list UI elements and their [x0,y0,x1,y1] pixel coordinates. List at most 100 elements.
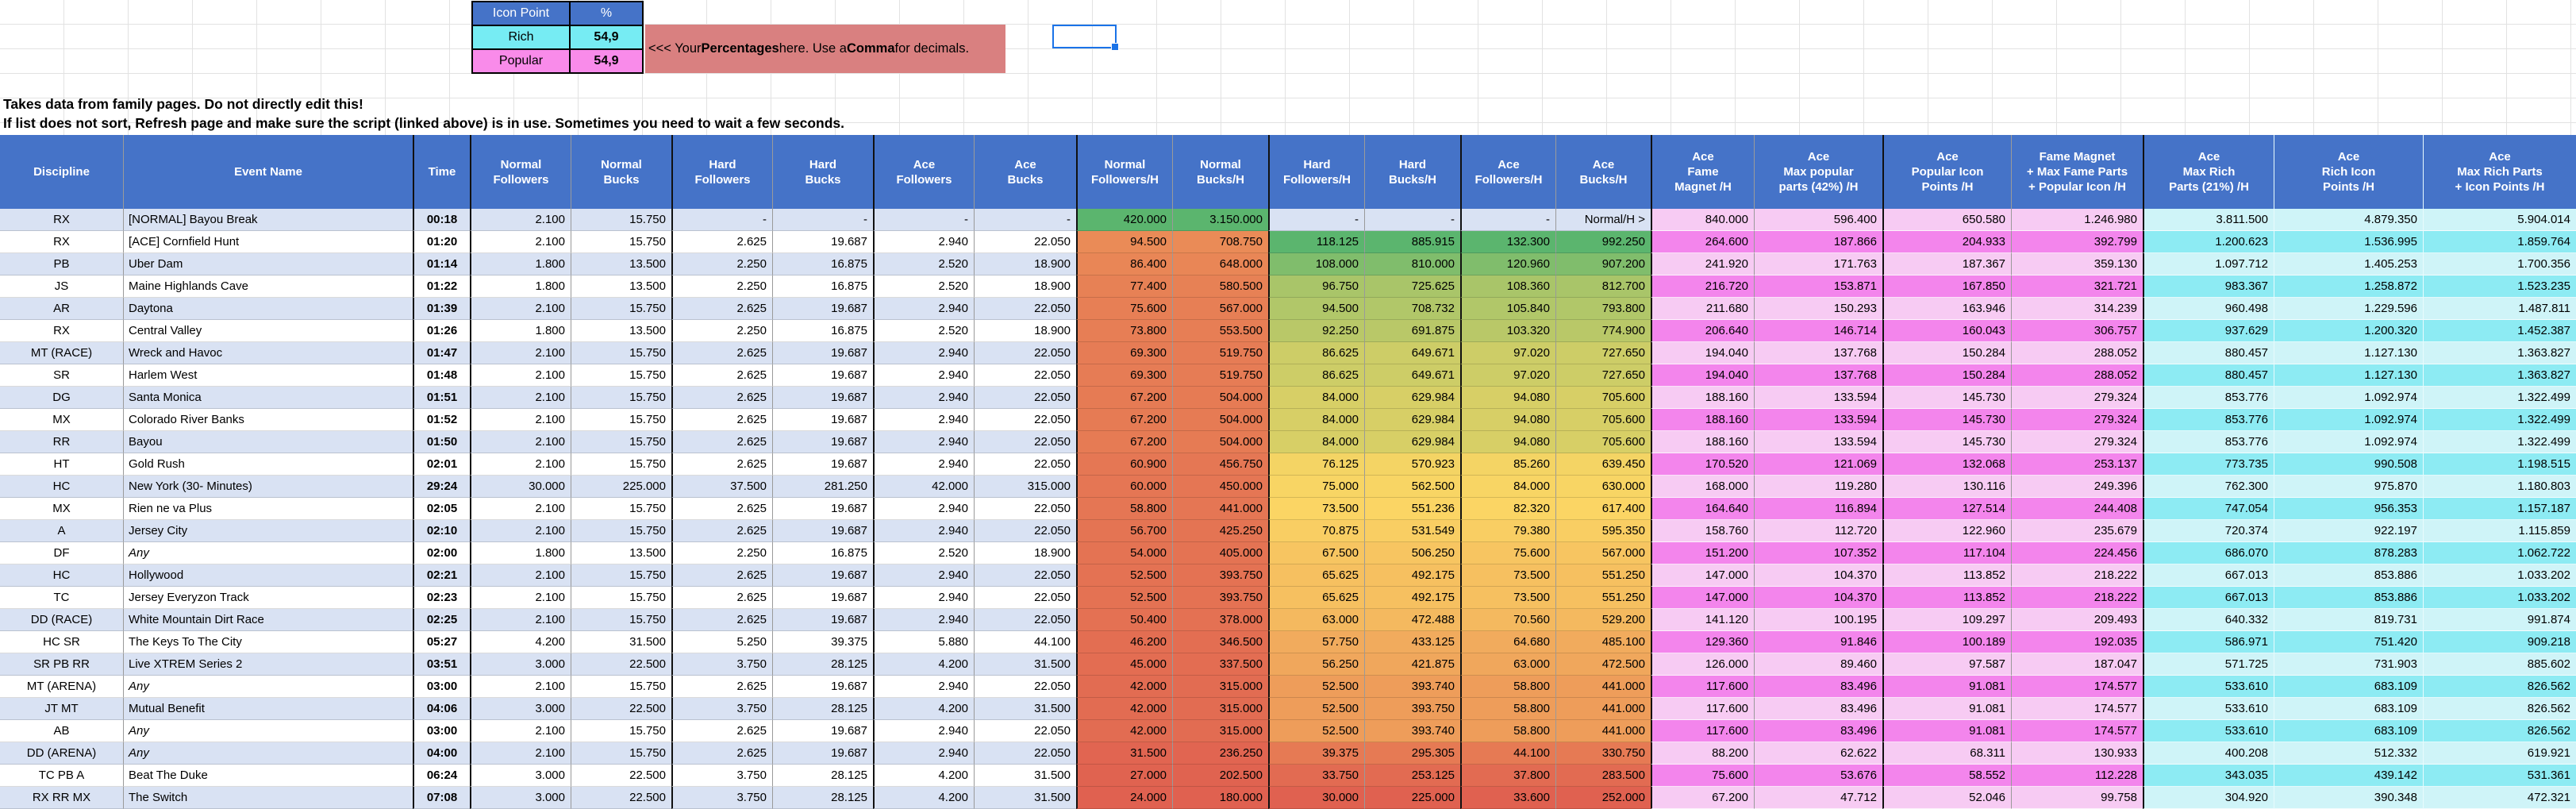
cell-r26-c7[interactable]: 28.125 [772,765,873,787]
cell-r1-c5[interactable]: 15.750 [571,209,671,231]
cell-r22-c6[interactable]: 2.625 [671,676,772,698]
cell-r16-c6[interactable]: 2.250 [671,542,772,564]
cell-r6-c12[interactable]: 92.250 [1268,320,1364,342]
cell-r12-c2[interactable]: Gold Rush [123,453,413,476]
cell-r19-c9[interactable]: 22.050 [974,609,1076,631]
cell-r27-c19[interactable]: 99.758 [2011,787,2143,809]
cell-r16-c1[interactable]: DF [0,542,123,564]
cell-r5-c13[interactable]: 708.732 [1364,298,1460,320]
cell-r20-c4[interactable]: 4.200 [470,631,571,653]
cell-r22-c2[interactable]: Any [123,676,413,698]
cell-r21-c21[interactable]: 731.903 [2274,653,2423,676]
cell-r2-c7[interactable]: 19.687 [772,231,873,253]
icon-point-header-cell[interactable]: Icon Point [471,1,571,26]
cell-r6-c1[interactable]: RX [0,320,123,342]
cell-r4-c22[interactable]: 1.523.235 [2423,275,2576,298]
cell-r11-c7[interactable]: 19.687 [772,431,873,453]
cell-r7-c9[interactable]: 22.050 [974,342,1076,364]
cell-r2-c21[interactable]: 1.536.995 [2274,231,2423,253]
cell-r13-c12[interactable]: 75.000 [1268,476,1364,498]
cell-r18-c6[interactable]: 2.625 [671,587,772,609]
cell-r6-c4[interactable]: 1.800 [470,320,571,342]
cell-r9-c13[interactable]: 629.984 [1364,387,1460,409]
cell-r10-c15[interactable]: 705.600 [1555,409,1651,431]
cell-r5-c16[interactable]: 211.680 [1651,298,1754,320]
cell-r6-c16[interactable]: 206.640 [1651,320,1754,342]
cell-r1-c16[interactable]: 840.000 [1651,209,1754,231]
cell-r23-c22[interactable]: 826.562 [2423,698,2576,720]
cell-r22-c19[interactable]: 174.577 [2011,676,2143,698]
cell-r22-c10[interactable]: 42.000 [1076,676,1172,698]
cell-r17-c16[interactable]: 147.000 [1651,564,1754,587]
cell-r16-c9[interactable]: 18.900 [974,542,1076,564]
cell-r8-c4[interactable]: 2.100 [470,364,571,387]
cell-r17-c2[interactable]: Hollywood [123,564,413,587]
column-header-3[interactable]: Normal Followers [470,135,571,209]
cell-r11-c9[interactable]: 22.050 [974,431,1076,453]
cell-r21-c12[interactable]: 56.250 [1268,653,1364,676]
cell-r15-c7[interactable]: 19.687 [772,520,873,542]
cell-r9-c8[interactable]: 2.940 [873,387,974,409]
cell-r12-c1[interactable]: HT [0,453,123,476]
cell-r26-c17[interactable]: 53.676 [1754,765,1882,787]
column-header-17[interactable]: Ace Popular Icon Points /H [1882,135,2011,209]
cell-r27-c17[interactable]: 47.712 [1754,787,1882,809]
cell-r12-c5[interactable]: 15.750 [571,453,671,476]
cell-r27-c1[interactable]: RX RR MX [0,787,123,809]
cell-r5-c10[interactable]: 75.600 [1076,298,1172,320]
cell-r7-c21[interactable]: 1.127.130 [2274,342,2423,364]
cell-r18-c16[interactable]: 147.000 [1651,587,1754,609]
cell-r25-c8[interactable]: 2.940 [873,742,974,765]
cell-r15-c4[interactable]: 2.100 [470,520,571,542]
cell-r15-c13[interactable]: 531.549 [1364,520,1460,542]
cell-r10-c22[interactable]: 1.322.499 [2423,409,2576,431]
cell-r2-c15[interactable]: 992.250 [1555,231,1651,253]
cell-r23-c6[interactable]: 3.750 [671,698,772,720]
cell-r13-c10[interactable]: 60.000 [1076,476,1172,498]
cell-r21-c18[interactable]: 97.587 [1882,653,2011,676]
cell-r8-c17[interactable]: 137.768 [1754,364,1882,387]
cell-r10-c8[interactable]: 2.940 [873,409,974,431]
cell-r23-c12[interactable]: 52.500 [1268,698,1364,720]
cell-r21-c17[interactable]: 89.460 [1754,653,1882,676]
cell-r18-c10[interactable]: 52.500 [1076,587,1172,609]
column-header-16[interactable]: Ace Max popular parts (42%) /H [1754,135,1882,209]
cell-r27-c18[interactable]: 52.046 [1882,787,2011,809]
cell-r11-c18[interactable]: 145.730 [1882,431,2011,453]
cell-r12-c18[interactable]: 132.068 [1882,453,2011,476]
cell-r16-c16[interactable]: 151.200 [1651,542,1754,564]
cell-r13-c18[interactable]: 130.116 [1882,476,2011,498]
cell-r12-c15[interactable]: 639.450 [1555,453,1651,476]
column-header-9[interactable]: Normal Followers/H [1076,135,1172,209]
cell-r7-c18[interactable]: 150.284 [1882,342,2011,364]
cell-r25-c12[interactable]: 39.375 [1268,742,1364,765]
cell-r6-c14[interactable]: 103.320 [1460,320,1555,342]
cell-r25-c20[interactable]: 400.208 [2143,742,2274,765]
cell-r2-c12[interactable]: 118.125 [1268,231,1364,253]
cell-r9-c7[interactable]: 19.687 [772,387,873,409]
cell-r21-c11[interactable]: 337.500 [1172,653,1268,676]
cell-r4-c14[interactable]: 108.360 [1460,275,1555,298]
cell-r26-c18[interactable]: 58.552 [1882,765,2011,787]
cell-r26-c20[interactable]: 343.035 [2143,765,2274,787]
cell-r16-c2[interactable]: Any [123,542,413,564]
cell-r2-c10[interactable]: 94.500 [1076,231,1172,253]
cell-r10-c9[interactable]: 22.050 [974,409,1076,431]
cell-r2-c19[interactable]: 392.799 [2011,231,2143,253]
cell-r15-c19[interactable]: 235.679 [2011,520,2143,542]
cell-r4-c20[interactable]: 983.367 [2143,275,2274,298]
cell-r20-c1[interactable]: HC SR [0,631,123,653]
cell-r20-c21[interactable]: 751.420 [2274,631,2423,653]
fill-handle[interactable] [1111,43,1119,51]
cell-r1-c13[interactable]: - [1364,209,1460,231]
cell-r8-c8[interactable]: 2.940 [873,364,974,387]
cell-r17-c22[interactable]: 1.033.202 [2423,564,2576,587]
cell-r12-c22[interactable]: 1.198.515 [2423,453,2576,476]
cell-r13-c16[interactable]: 168.000 [1651,476,1754,498]
cell-r19-c1[interactable]: DD (RACE) [0,609,123,631]
cell-r5-c5[interactable]: 15.750 [571,298,671,320]
cell-r12-c9[interactable]: 22.050 [974,453,1076,476]
cell-r14-c19[interactable]: 244.408 [2011,498,2143,520]
cell-r21-c9[interactable]: 31.500 [974,653,1076,676]
cell-r26-c12[interactable]: 33.750 [1268,765,1364,787]
